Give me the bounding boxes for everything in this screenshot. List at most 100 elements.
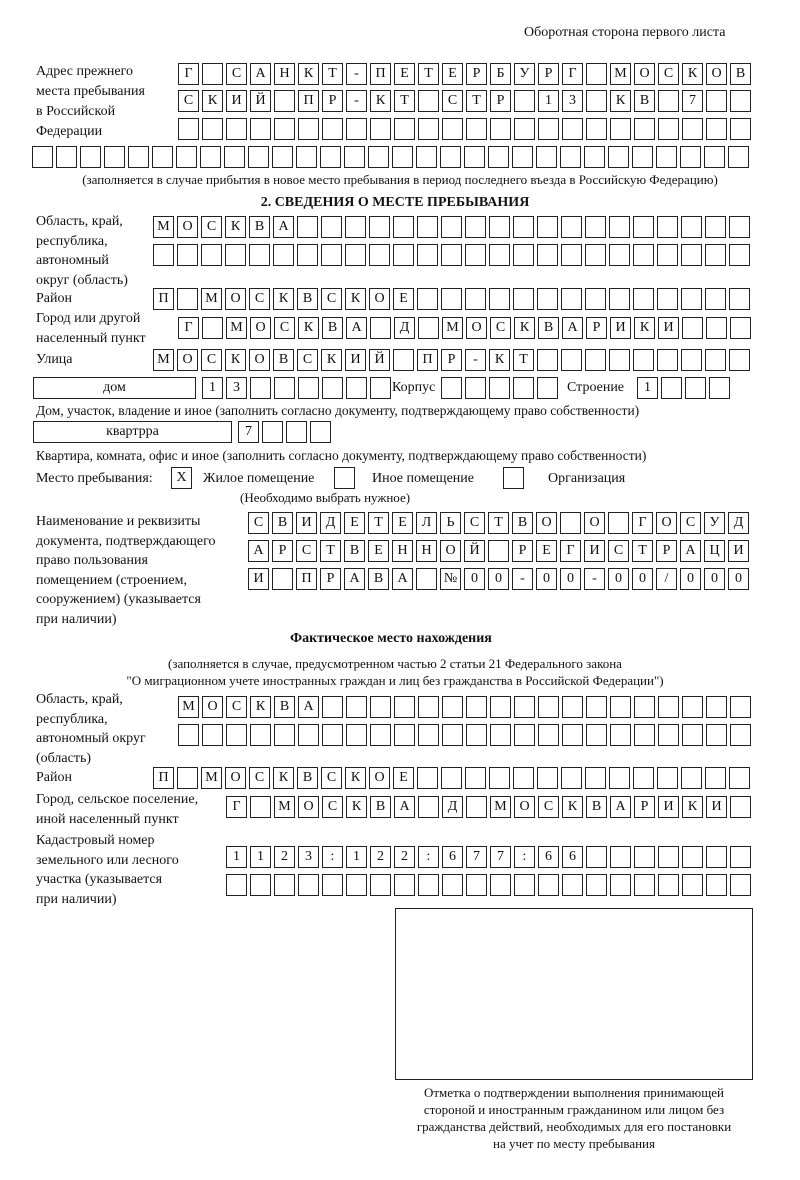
char-cell[interactable] xyxy=(537,377,558,399)
char-cell[interactable] xyxy=(730,118,751,140)
char-cell[interactable]: К xyxy=(273,767,294,789)
char-cell[interactable] xyxy=(273,244,294,266)
char-cell[interactable]: В xyxy=(322,317,343,339)
char-cell[interactable]: Е xyxy=(393,288,414,310)
char-cell[interactable] xyxy=(177,288,198,310)
char-cell[interactable] xyxy=(562,874,583,896)
char-cell[interactable] xyxy=(513,288,534,310)
char-cell[interactable]: А xyxy=(344,568,365,590)
char-cell[interactable] xyxy=(561,216,582,238)
char-cell[interactable] xyxy=(513,216,534,238)
char-cell[interactable]: П xyxy=(153,288,174,310)
char-cell[interactable] xyxy=(128,146,149,168)
char-cell[interactable]: Г xyxy=(178,63,199,85)
char-cell[interactable]: И xyxy=(226,90,247,112)
char-cell[interactable]: 3 xyxy=(298,846,319,868)
char-cell[interactable] xyxy=(490,724,511,746)
char-cell[interactable] xyxy=(250,724,271,746)
char-cell[interactable] xyxy=(346,874,367,896)
char-cell[interactable]: О xyxy=(202,696,223,718)
char-cell[interactable] xyxy=(466,696,487,718)
char-cell[interactable] xyxy=(685,377,706,399)
char-cell[interactable]: 2 xyxy=(394,846,415,868)
char-cell[interactable] xyxy=(585,244,606,266)
char-cell[interactable] xyxy=(561,288,582,310)
char-cell[interactable]: П xyxy=(296,568,317,590)
char-cell[interactable] xyxy=(178,118,199,140)
char-cell[interactable]: С xyxy=(178,90,199,112)
char-cell[interactable]: И xyxy=(296,512,317,534)
char-cell[interactable]: К xyxy=(225,349,246,371)
char-cell[interactable] xyxy=(538,874,559,896)
char-cell[interactable] xyxy=(658,696,679,718)
char-cell[interactable] xyxy=(681,216,702,238)
char-cell[interactable]: К xyxy=(345,288,366,310)
char-cell[interactable]: К xyxy=(345,767,366,789)
char-cell[interactable]: Н xyxy=(274,63,295,85)
char-cell[interactable] xyxy=(393,349,414,371)
char-cell[interactable]: В xyxy=(297,767,318,789)
char-cell[interactable] xyxy=(298,377,319,399)
char-cell[interactable]: П xyxy=(153,767,174,789)
char-cell[interactable] xyxy=(681,288,702,310)
char-cell[interactable] xyxy=(561,767,582,789)
char-cell[interactable]: К xyxy=(682,796,703,818)
char-cell[interactable] xyxy=(416,146,437,168)
char-cell[interactable]: Л xyxy=(416,512,437,534)
char-cell[interactable]: Т xyxy=(418,63,439,85)
char-cell[interactable]: А xyxy=(250,63,271,85)
char-cell[interactable] xyxy=(657,767,678,789)
char-cell[interactable]: 7 xyxy=(682,90,703,112)
char-cell[interactable] xyxy=(633,288,654,310)
char-cell[interactable] xyxy=(297,244,318,266)
char-cell[interactable]: 1 xyxy=(202,377,223,399)
char-cell[interactable] xyxy=(705,349,726,371)
char-cell[interactable]: Й xyxy=(369,349,390,371)
char-cell[interactable] xyxy=(609,216,630,238)
char-cell[interactable]: Н xyxy=(416,540,437,562)
char-cell[interactable]: 6 xyxy=(562,846,583,868)
char-cell[interactable] xyxy=(56,146,77,168)
char-cell[interactable] xyxy=(610,696,631,718)
char-cell[interactable]: П xyxy=(370,63,391,85)
char-cell[interactable] xyxy=(514,90,535,112)
char-cell[interactable] xyxy=(584,146,605,168)
char-cell[interactable]: М xyxy=(201,288,222,310)
char-cell[interactable] xyxy=(704,146,725,168)
char-cell[interactable] xyxy=(633,767,654,789)
char-cell[interactable] xyxy=(706,724,727,746)
char-cell[interactable] xyxy=(441,767,462,789)
char-cell[interactable] xyxy=(488,540,509,562)
char-cell[interactable]: Т xyxy=(632,540,653,562)
char-cell[interactable]: С xyxy=(658,63,679,85)
char-cell[interactable] xyxy=(681,349,702,371)
char-cell[interactable]: О xyxy=(369,288,390,310)
char-cell[interactable] xyxy=(345,244,366,266)
char-cell[interactable]: Р xyxy=(272,540,293,562)
char-cell[interactable]: М xyxy=(153,349,174,371)
char-cell[interactable] xyxy=(178,724,199,746)
flat-type-field[interactable]: квартрра xyxy=(33,421,232,443)
char-cell[interactable] xyxy=(661,377,682,399)
char-cell[interactable]: № xyxy=(440,568,461,590)
char-cell[interactable]: К xyxy=(489,349,510,371)
char-cell[interactable] xyxy=(464,146,485,168)
char-cell[interactable] xyxy=(490,874,511,896)
char-cell[interactable] xyxy=(272,568,293,590)
char-cell[interactable] xyxy=(368,146,389,168)
char-cell[interactable] xyxy=(730,846,751,868)
char-cell[interactable]: Е xyxy=(536,540,557,562)
char-cell[interactable]: С xyxy=(297,349,318,371)
char-cell[interactable] xyxy=(608,512,629,534)
char-cell[interactable] xyxy=(705,216,726,238)
char-cell[interactable] xyxy=(490,696,511,718)
char-cell[interactable] xyxy=(634,724,655,746)
char-cell[interactable] xyxy=(538,118,559,140)
char-cell[interactable] xyxy=(514,696,535,718)
char-cell[interactable] xyxy=(418,874,439,896)
stay-option-residential-checkbox[interactable]: X xyxy=(171,467,192,489)
char-cell[interactable] xyxy=(609,349,630,371)
char-cell[interactable]: К xyxy=(610,90,631,112)
char-cell[interactable] xyxy=(345,216,366,238)
char-cell[interactable]: С xyxy=(321,288,342,310)
